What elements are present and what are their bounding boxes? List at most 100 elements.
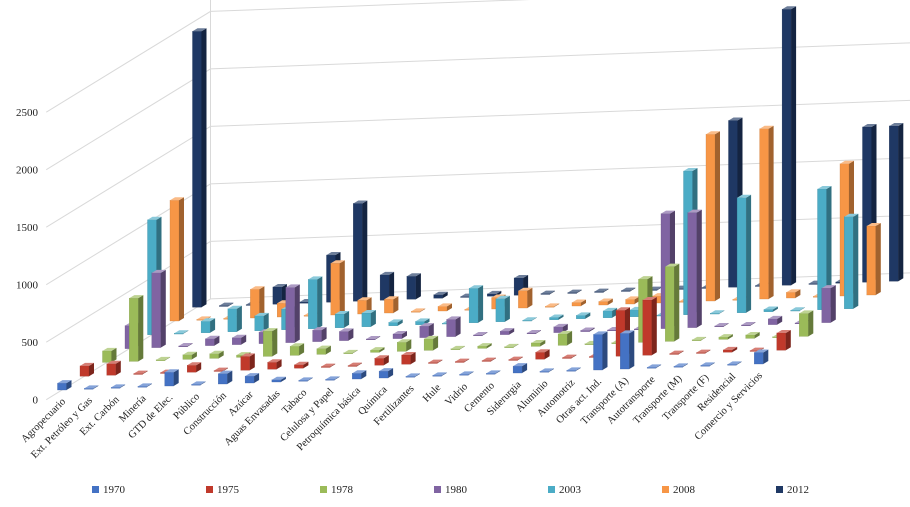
bar-tabaco-2003 <box>388 319 403 326</box>
bar-aguas-envasadas-1978 <box>316 345 331 355</box>
bar-vidrio-2012 <box>594 288 609 293</box>
bar-tabaco-1980 <box>366 336 381 340</box>
bar-quimica-1980 <box>446 316 461 337</box>
bar-transporte-m-1978 <box>718 334 733 340</box>
bar-ext-carbon-1970 <box>110 384 126 389</box>
bar-ext-petroleo-y-gas-1970 <box>84 385 99 390</box>
bar-autotransporte-2003 <box>736 194 752 313</box>
legend-label: 1975 <box>217 484 240 496</box>
bar-mineria-2008 <box>250 286 265 319</box>
bar-construccion-1975 <box>240 353 255 371</box>
bar-construccion-1970 <box>218 370 233 385</box>
bar-construccion-2012 <box>353 200 368 302</box>
legend-label: 1980 <box>445 484 468 496</box>
category-label-hule: Hule <box>421 382 443 404</box>
bar-hule-1978 <box>477 343 492 349</box>
bar-mineria-1978 <box>182 351 197 360</box>
bar-azucar-1970 <box>244 373 260 384</box>
bar-tabaco-2008 <box>411 308 426 313</box>
bar-construccion-1978 <box>263 328 278 357</box>
bar-comercio-y-servicios-1980 <box>821 285 836 323</box>
bar-ext-carbon-1975 <box>133 370 148 375</box>
bar-comercio-y-servicios-2012 <box>889 122 904 282</box>
bar-vidrio-1978 <box>504 343 519 348</box>
bar-celulosa-y-papel-1980 <box>392 331 407 339</box>
bar-quimica-1975 <box>401 352 416 365</box>
bar-gtd-de-elec-1975 <box>187 362 202 373</box>
legend-item-1978: 1978 <box>320 484 354 496</box>
bar-cemento-1980 <box>553 323 568 333</box>
bar-azucar-1978 <box>289 343 305 356</box>
bar-siderurgia-1978 <box>557 330 573 346</box>
bar-autotransporte-1980 <box>714 323 729 327</box>
bar-aguas-envasadas-1980 <box>339 328 354 341</box>
bar-petroquimica-basica-1978 <box>397 339 412 352</box>
bar-agropecuario-1970 <box>57 380 72 391</box>
bar-ext-petroleo-y-gas-1978 <box>129 295 144 362</box>
bar-vidrio-2008 <box>571 299 586 307</box>
bar-celulosa-y-papel-1978 <box>370 347 385 353</box>
bar-hule-1970 <box>432 372 447 377</box>
legend-label: 2012 <box>787 484 809 496</box>
bar-residencial-1970 <box>727 361 742 366</box>
bar-aguas-envasadas-1975 <box>294 361 309 369</box>
gridline-2500 <box>45 0 530 113</box>
bar-transporte-a-2003 <box>710 310 725 315</box>
bar-siderurgia-2003 <box>602 307 618 318</box>
bar-fertilizantes-1970 <box>405 373 420 378</box>
legend-item-2003: 2003 <box>548 484 582 496</box>
bar-construccion-2003 <box>308 276 323 329</box>
bar-aluminio-1970 <box>539 368 554 373</box>
bar-publico-1970 <box>191 381 206 386</box>
y-axis-ticks: 0 500 1000 1500 2000 2500 <box>16 107 39 407</box>
bar-ext-carbon-1978 <box>155 356 171 361</box>
bar-siderurgia-2008 <box>625 296 640 305</box>
bar-agropecuario-2008 <box>169 197 184 322</box>
bar-agropecuario-1978 <box>102 347 117 363</box>
bar-ext-petroleo-y-gas-1980 <box>151 269 166 348</box>
legend-swatch <box>92 486 99 493</box>
bar-transporte-m-1980 <box>741 322 756 326</box>
bar-vidrio-1980 <box>526 330 541 334</box>
bar-fertilizantes-1980 <box>473 332 488 336</box>
legend-label: 1970 <box>103 484 126 496</box>
bar-gtd-de-elec-1978 <box>209 350 224 359</box>
bar-transporte-f-1978 <box>745 331 760 339</box>
y-tick-label: 0 <box>33 395 39 407</box>
bar-mineria-1980 <box>205 335 220 346</box>
bar-agropecuario-2012 <box>192 28 207 308</box>
bar-vidrio-1975 <box>481 357 496 362</box>
bar-celulosa-y-papel-2008 <box>437 303 452 312</box>
bar-construccion-2008 <box>330 260 345 316</box>
bar-autotransporte-1975 <box>669 350 684 355</box>
legend-swatch <box>320 486 327 493</box>
bar-comercio-y-servicios-2008 <box>866 223 881 296</box>
bar-petroquimica-basica-1975 <box>374 355 389 366</box>
bar-transporte-m-2008 <box>786 289 801 299</box>
bar-petroquimica-basica-1970 <box>352 370 367 380</box>
bar-aguas-envasadas-2012 <box>406 273 421 300</box>
bar-publico-1975 <box>213 367 228 372</box>
legend: 1970 1975 1978 1980 2003 2008 2012 <box>92 484 809 496</box>
y-tick-label: 2000 <box>16 165 39 177</box>
bar-hule-1975 <box>455 358 470 363</box>
bar-fertilizantes-2003 <box>495 295 510 322</box>
bar-aguas-envasadas-2008 <box>384 296 399 314</box>
bar-autotransporte-2008 <box>759 125 774 300</box>
bar-celulosa-y-papel-1975 <box>347 362 362 367</box>
bar-quimica-2003 <box>468 285 484 323</box>
bar-transporte-f-1975 <box>723 346 738 353</box>
bar-siderurgia-1970 <box>512 363 528 374</box>
bar-transporte-a-1970 <box>620 330 635 370</box>
bar-tabaco-2012 <box>433 291 448 299</box>
legend-item-1980: 1980 <box>434 484 468 496</box>
bar-azucar-2008 <box>357 297 372 315</box>
bar-construccion-1980 <box>285 284 300 343</box>
bar-otras-act-ind-2008 <box>705 131 720 302</box>
bar-quimica-1978 <box>423 335 439 351</box>
legend-label: 2008 <box>673 484 696 496</box>
bar-vidrio-2003 <box>549 314 564 320</box>
bar-transporte-f-1980 <box>768 315 783 325</box>
bar-azucar-2003 <box>334 311 350 328</box>
